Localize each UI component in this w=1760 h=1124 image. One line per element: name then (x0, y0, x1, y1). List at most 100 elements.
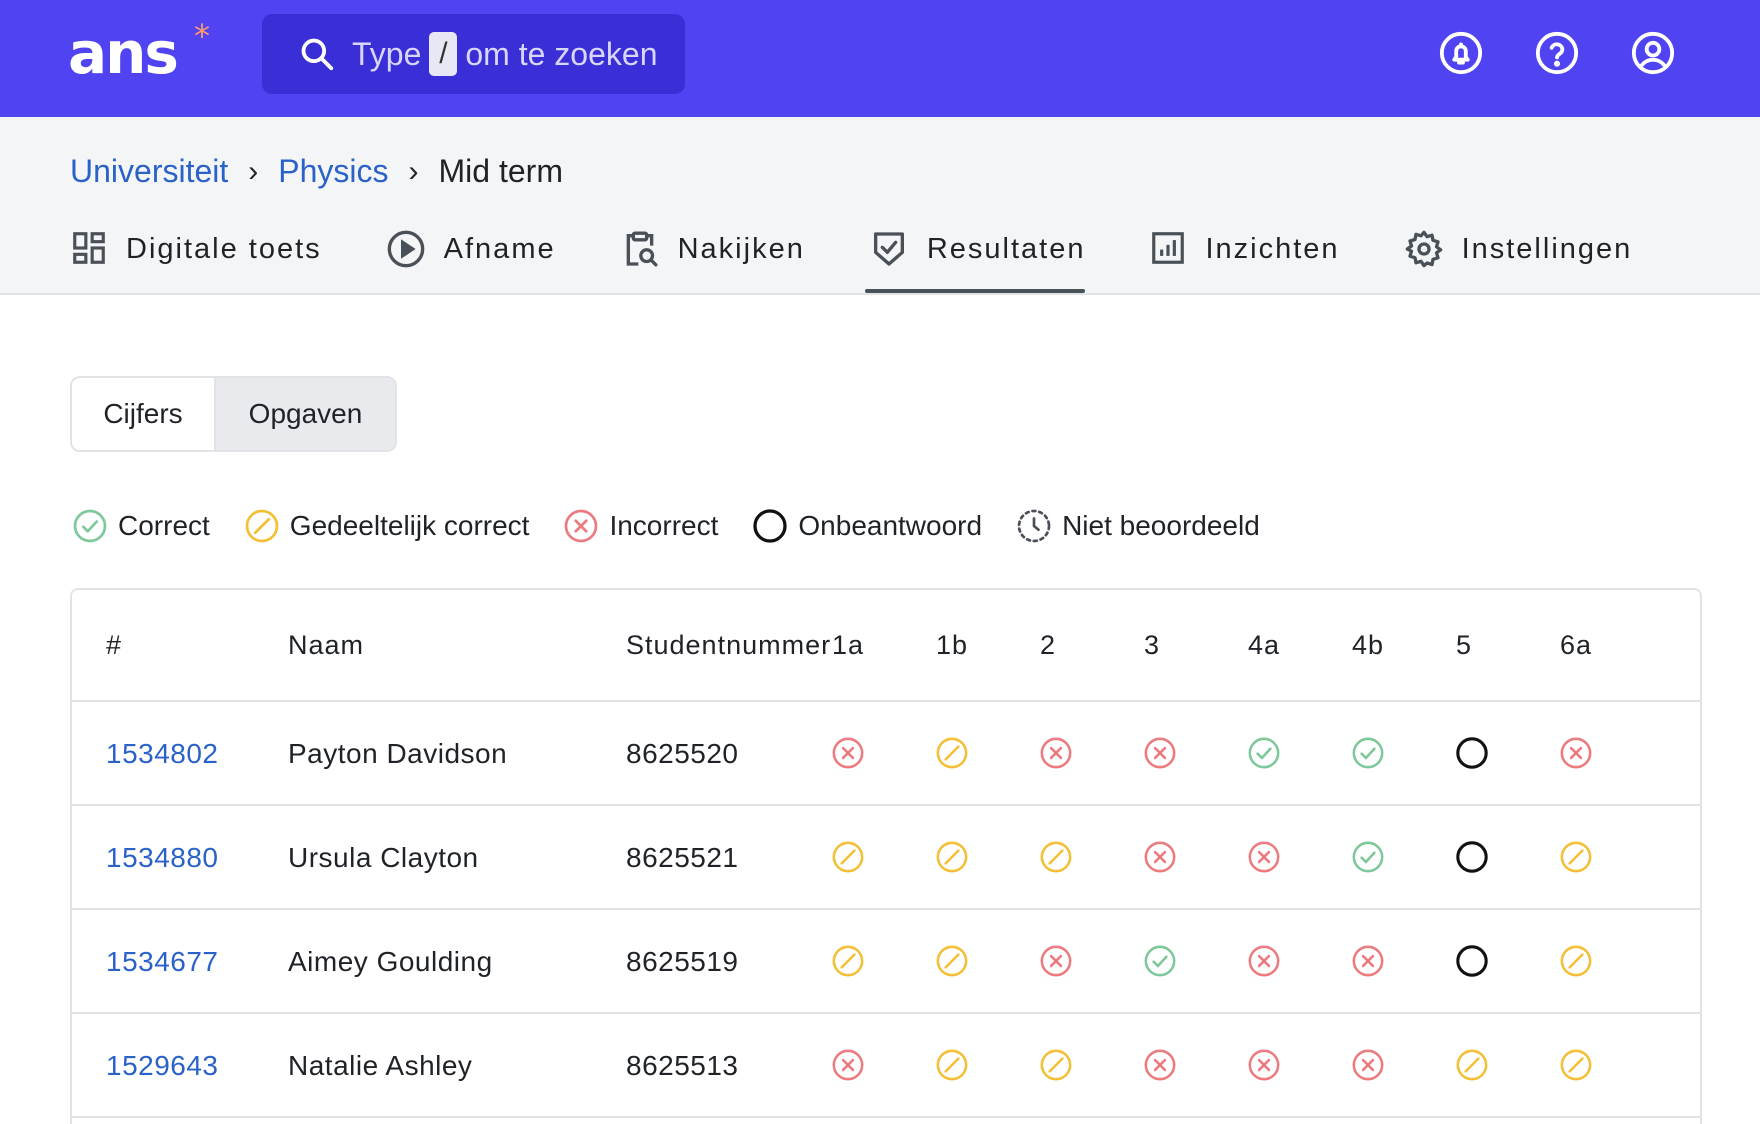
x-circle-icon[interactable] (831, 1048, 865, 1082)
tab-label: Resultaten (926, 233, 1086, 265)
partial-circle-icon[interactable] (1039, 840, 1073, 874)
toggle-opgaven[interactable]: Opgaven (216, 378, 395, 450)
legend-unanswered: Onbeantwoord (752, 508, 982, 544)
x-circle-icon[interactable] (1143, 736, 1177, 770)
tab-afname[interactable]: Afname (386, 229, 556, 293)
student-number: 8625513 (626, 1050, 739, 1081)
breadcrumb: Universiteit › Physics › Mid term (70, 153, 563, 190)
bell-icon[interactable] (1438, 30, 1484, 76)
empty-circle-icon (753, 509, 788, 543)
student-name: Ursula Clayton (288, 842, 479, 873)
x-circle-icon (565, 509, 598, 543)
status-legend: Correct Gedeeltelijk correct Incorrect O… (72, 508, 1294, 544)
x-circle-icon[interactable] (1247, 1048, 1281, 1082)
x-circle-icon[interactable] (831, 736, 865, 770)
student-name: Aimey Goulding (288, 946, 493, 977)
partial-circle-icon (245, 509, 279, 543)
top-bar: ans * Type / om te zoeken (0, 0, 1760, 117)
x-circle-icon[interactable] (1143, 840, 1177, 874)
student-id-link[interactable]: 1534802 (106, 738, 219, 769)
x-circle-icon[interactable] (1351, 944, 1385, 978)
x-circle-icon[interactable] (1351, 1048, 1385, 1082)
header-number[interactable]: # (106, 630, 123, 660)
check-circle-icon[interactable] (1351, 736, 1385, 770)
legend-correct: Correct (72, 508, 210, 544)
check-circle-icon[interactable] (1247, 736, 1281, 770)
header-question[interactable]: 4b (1352, 630, 1385, 660)
partial-circle-icon[interactable] (935, 1048, 969, 1082)
x-circle-icon[interactable] (1247, 840, 1281, 874)
empty-circle-icon[interactable] (1455, 736, 1489, 770)
legend-label: Correct (118, 510, 210, 541)
tab-bar: Digitale toets Afname Nakijken Resultate… (70, 229, 1632, 293)
legend-label: Incorrect (609, 510, 719, 541)
table-row[interactable]: 1529643 Natalie Ashley 8625513 (72, 1014, 1700, 1118)
shield-check-icon (873, 232, 904, 266)
tab-instellingen[interactable]: Instellingen (1404, 229, 1633, 293)
header-question[interactable]: 6a (1560, 630, 1593, 660)
breadcrumb-current: Mid term (438, 153, 563, 189)
table-row[interactable]: 1534802 Payton Davidson 8625520 (72, 702, 1700, 806)
x-circle-icon[interactable] (1247, 944, 1281, 978)
header-question[interactable]: 3 (1144, 630, 1161, 660)
tab-resultaten[interactable]: Resultaten (864, 229, 1086, 293)
check-circle-icon[interactable] (1351, 840, 1385, 874)
partial-circle-icon[interactable] (1559, 944, 1593, 978)
legend-partial: Gedeeltelijk correct (244, 508, 529, 544)
breadcrumb-universiteit[interactable]: Universiteit (70, 153, 229, 189)
student-id-link[interactable]: 1534677 (106, 946, 219, 977)
search-icon (301, 38, 334, 71)
check-circle-icon[interactable] (1143, 944, 1177, 978)
partial-circle-icon[interactable] (1559, 840, 1593, 874)
header-question[interactable]: 4a (1248, 630, 1281, 660)
chevron-right-icon: › (248, 154, 259, 188)
header-question[interactable]: 1b (936, 630, 969, 660)
table-row[interactable]: 1534880 Ursula Clayton 8625521 (72, 806, 1700, 910)
tab-label: Afname (443, 233, 556, 265)
breadcrumb-physics[interactable]: Physics (278, 153, 389, 189)
header-question[interactable]: 5 (1456, 630, 1473, 660)
partial-circle-icon[interactable] (831, 944, 865, 978)
partial-circle-icon[interactable] (935, 736, 969, 770)
student-id-link[interactable]: 1534880 (106, 842, 219, 873)
legend-ungraded: Niet beoordeeld (1016, 508, 1260, 544)
partial-circle-icon[interactable] (935, 944, 969, 978)
dashboard-icon (73, 232, 105, 264)
partial-circle-icon[interactable] (1559, 1048, 1593, 1082)
student-id-link[interactable]: 1529643 (106, 1050, 219, 1081)
search-input[interactable]: Type / om te zoeken (262, 14, 685, 94)
view-toggle: Cijfers Opgaven (70, 376, 397, 452)
chevron-right-icon: › (408, 154, 419, 188)
help-icon[interactable] (1534, 30, 1580, 76)
x-circle-icon[interactable] (1559, 736, 1593, 770)
user-icon[interactable] (1630, 30, 1676, 76)
header-student-number[interactable]: Studentnummer (626, 630, 832, 660)
tab-nakijken[interactable]: Nakijken (620, 229, 805, 293)
partial-circle-icon[interactable] (1039, 1048, 1073, 1082)
play-icon (387, 230, 424, 268)
empty-circle-icon[interactable] (1455, 840, 1489, 874)
legend-incorrect: Incorrect (563, 508, 718, 544)
search-prefix: Type (352, 35, 422, 72)
tab-digitale-toets[interactable]: Digitale toets (70, 229, 322, 293)
check-circle-icon (73, 509, 107, 543)
header-question[interactable]: 2 (1040, 630, 1057, 660)
partial-circle-icon[interactable] (831, 840, 865, 874)
x-circle-icon[interactable] (1143, 1048, 1177, 1082)
empty-circle-icon[interactable] (1455, 944, 1489, 978)
table-row[interactable]: 1534677 Aimey Goulding 8625519 (72, 910, 1700, 1014)
student-name: Payton Davidson (288, 738, 508, 769)
toggle-cijfers[interactable]: Cijfers (72, 378, 216, 450)
partial-circle-icon[interactable] (935, 840, 969, 874)
tab-inzichten[interactable]: Inzichten (1149, 229, 1339, 293)
header-name[interactable]: Naam (288, 630, 365, 660)
gear-icon (1405, 230, 1442, 268)
x-circle-icon[interactable] (1039, 736, 1073, 770)
x-circle-icon[interactable] (1039, 944, 1073, 978)
partial-circle-icon[interactable] (1455, 1048, 1489, 1082)
header-question[interactable]: 1a (832, 630, 865, 660)
ans-logo[interactable]: ans (68, 19, 179, 87)
tab-label: Instellingen (1461, 233, 1633, 265)
clipboard-search-icon (626, 231, 658, 267)
legend-label: Onbeantwoord (798, 510, 983, 541)
